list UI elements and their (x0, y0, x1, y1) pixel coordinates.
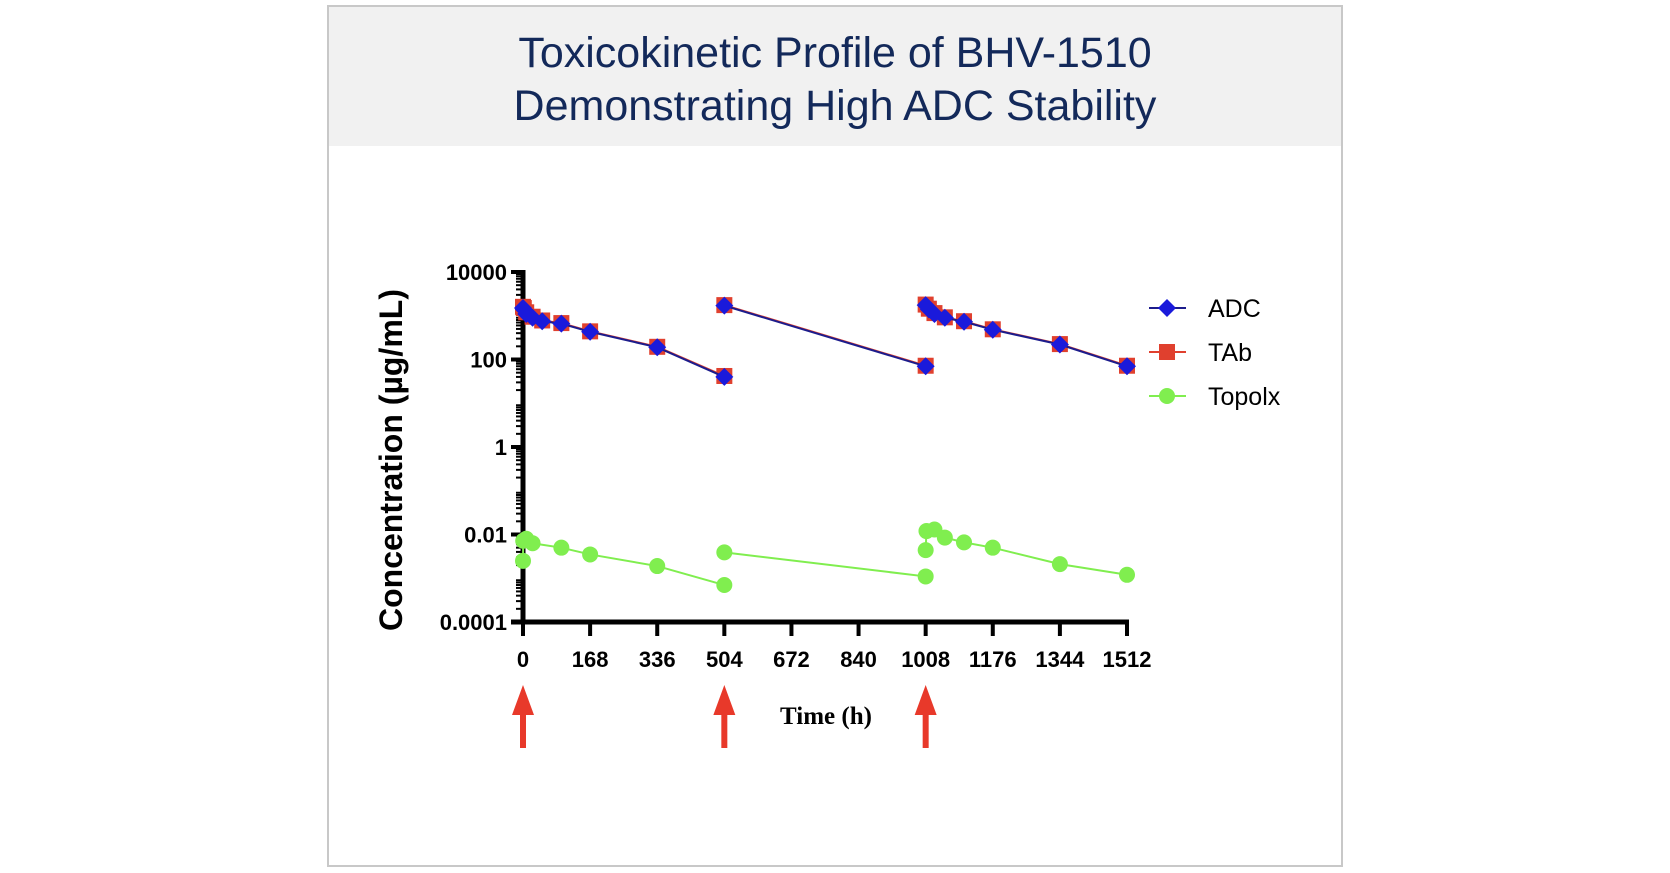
data-point (515, 552, 531, 569)
legend-item-adc: ADC (1149, 295, 1261, 323)
x-tick-label: 336 (639, 647, 676, 672)
legend-label: TAb (1208, 339, 1252, 367)
y-tick-label: 0.0001 (440, 610, 507, 635)
data-point (649, 558, 666, 575)
y-tick-label: 100 (470, 348, 507, 373)
y-tick-label: 1 (495, 435, 507, 460)
x-tick-label: 840 (840, 647, 877, 672)
data-point (715, 367, 734, 386)
data-point (716, 577, 733, 594)
dose-arrow-icon (914, 685, 937, 748)
data-point (582, 546, 599, 563)
data-point (935, 308, 954, 327)
legend-label: Topolx (1208, 383, 1281, 411)
x-tick-label: 672 (773, 647, 810, 672)
x-tick-label: 1008 (901, 647, 950, 672)
legend-marker-square-icon (1159, 344, 1175, 360)
chart-title-line-2: Demonstrating High ADC Stability (513, 82, 1157, 130)
series-adc (514, 296, 1136, 386)
legend-item-topolx: Topolx (1149, 383, 1281, 411)
series-line (724, 551, 926, 578)
x-tick-label: 168 (572, 647, 609, 672)
data-point (955, 312, 974, 331)
data-point (917, 542, 934, 559)
series-line (522, 537, 725, 586)
series-line (522, 306, 725, 377)
data-point (1051, 556, 1068, 573)
title-banner: Toxicokinetic Profile of BHV-1510 Demons… (329, 7, 1341, 146)
series-line (924, 528, 1128, 576)
x-tick-label: 504 (706, 647, 743, 672)
data-point (1119, 566, 1135, 583)
y-tick-label: 0.01 (464, 523, 507, 548)
series-topolx (515, 521, 1135, 594)
x-tick-label: 0 (517, 647, 529, 672)
y-axis-label: Concentration (µg/mL) (373, 289, 409, 631)
data-point (581, 322, 600, 341)
dose-arrow-icon (713, 685, 736, 748)
legend-item-tab: TAb (1149, 339, 1252, 367)
data-point (715, 296, 734, 315)
data-point (716, 544, 733, 561)
legend-label: ADC (1208, 295, 1261, 323)
data-point (917, 568, 934, 585)
data-point (916, 357, 935, 376)
data-point (524, 535, 541, 552)
data-point (533, 312, 552, 331)
x-tick-label: 1176 (969, 647, 1017, 672)
dose-arrow-icon (512, 685, 534, 748)
y-tick-label: 10000 (446, 260, 507, 285)
data-point (983, 320, 1002, 339)
x-tick-label: 1344 (1035, 647, 1085, 672)
x-tick-label: 1512 (1103, 647, 1152, 672)
chart-title-line-1: Toxicokinetic Profile of BHV-1510 (518, 29, 1152, 77)
x-axis-label: Time (h) (780, 703, 872, 730)
data-point (553, 539, 570, 556)
data-point (648, 338, 667, 357)
data-point (956, 534, 973, 551)
data-point (1050, 335, 1069, 354)
series-line (724, 304, 926, 368)
data-point (984, 539, 1001, 556)
legend-marker-circle-icon (1159, 388, 1175, 404)
data-point (1118, 357, 1136, 376)
data-point (552, 314, 571, 333)
data-point (936, 529, 953, 546)
series-line (522, 307, 725, 378)
legend-marker-diamond-icon (1158, 299, 1176, 317)
figure-frame: Toxicokinetic Profile of BHV-1510 Demons… (327, 5, 1343, 867)
